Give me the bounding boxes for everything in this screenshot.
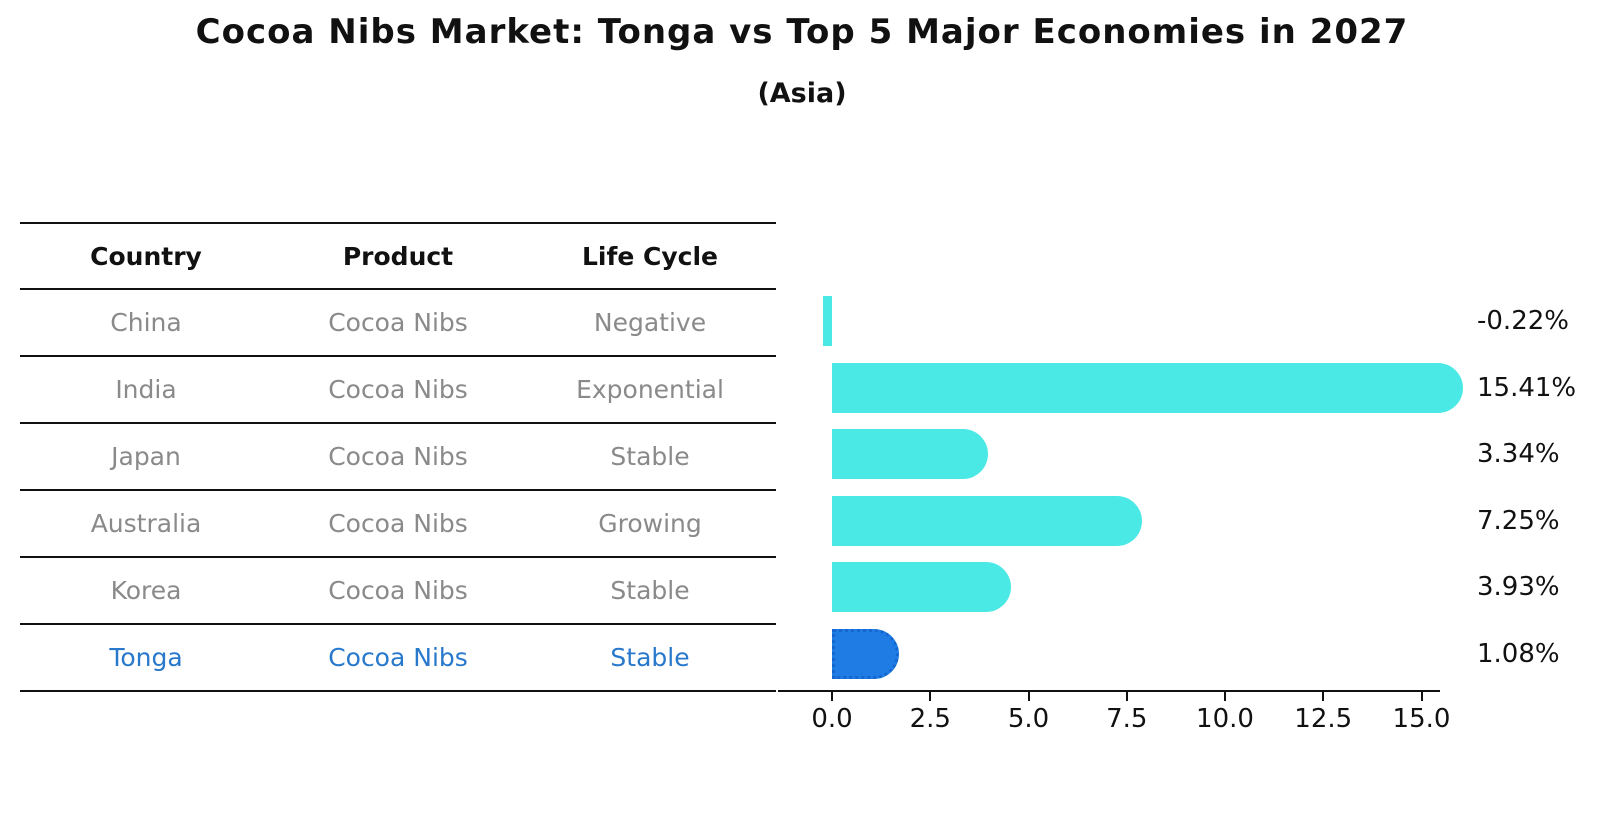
- cell-product: Cocoa Nibs: [328, 643, 468, 672]
- bar-value-label: -0.22%: [1477, 306, 1569, 336]
- x-axis-tick-label: 5.0: [1007, 704, 1050, 734]
- bar-value-label: 1.08%: [1477, 639, 1560, 669]
- cell-product: Cocoa Nibs: [328, 509, 468, 538]
- chart-title: Cocoa Nibs Market: Tonga vs Top 5 Major …: [195, 12, 1409, 52]
- cell-country: India: [115, 375, 177, 404]
- cell-country: China: [110, 308, 182, 337]
- table-row: Korea Cocoa Nibs Stable: [20, 558, 776, 625]
- x-axis-tick-label: 2.5: [909, 704, 951, 734]
- cell-life-cycle: Stable: [610, 576, 690, 605]
- bar-korea: [832, 562, 1012, 612]
- table-row: Australia Cocoa Nibs Growing: [20, 491, 776, 558]
- bar-australia: [832, 496, 1142, 546]
- table-row: Tonga Cocoa Nibs Stable: [20, 625, 776, 692]
- table-row: India Cocoa Nibs Exponential: [20, 357, 776, 424]
- country-table: Country Product Life Cycle China Cocoa Nibs N…: [20, 222, 776, 692]
- cell-product: Cocoa Nibs: [328, 442, 468, 471]
- x-axis-tick: [929, 692, 932, 701]
- bar-value-label: 3.34%: [1477, 439, 1560, 469]
- table-header-row: Country Product Life Cycle: [20, 224, 776, 290]
- cell-country: Japan: [111, 442, 181, 471]
- cell-life-cycle: Exponential: [576, 375, 724, 404]
- x-axis-tick-label: 10.0: [1196, 704, 1254, 734]
- cell-life-cycle: Negative: [593, 308, 707, 337]
- x-axis-tick-label: 12.5: [1294, 704, 1353, 734]
- cell-life-cycle: Stable: [610, 442, 690, 471]
- column-header-product: Product: [342, 241, 454, 271]
- cell-country: Tonga: [109, 643, 183, 672]
- x-axis-tick: [831, 692, 833, 701]
- x-axis-tick: [1224, 692, 1226, 701]
- x-axis-tick: [1420, 692, 1423, 701]
- cell-product: Cocoa Nibs: [328, 375, 468, 404]
- x-axis-tick-label: 7.5: [1106, 704, 1148, 734]
- chart-subtitle: (Asia): [757, 78, 847, 109]
- x-axis-tick: [1125, 692, 1128, 701]
- bar-value-label: 15.41%: [1477, 373, 1577, 403]
- x-axis-tick-label: 0.0: [811, 704, 853, 734]
- cell-product: Cocoa Nibs: [328, 576, 468, 605]
- bar-value-label: 3.93%: [1477, 572, 1560, 602]
- x-axis-line: [778, 690, 1440, 692]
- bar-value-label: 7.25%: [1477, 506, 1560, 536]
- column-header-country: Country: [90, 241, 202, 271]
- cell-life-cycle: Stable: [610, 643, 690, 672]
- table-row: China Cocoa Nibs Negative: [20, 290, 776, 357]
- cell-country: Australia: [90, 509, 202, 538]
- bar-japan: [832, 429, 989, 479]
- cell-product: Cocoa Nibs: [328, 308, 468, 337]
- cell-country: Korea: [110, 576, 182, 605]
- cell-life-cycle: Growing: [598, 509, 702, 538]
- column-header-life-cycle: Life Cycle: [581, 241, 719, 271]
- bar-plot: 0.0 2.5 5.0 7.5 10.0 12.5 15.0: [778, 285, 1463, 734]
- table-row: Japan Cocoa Nibs Stable: [20, 424, 776, 491]
- x-axis-tick: [1322, 692, 1325, 701]
- x-axis-tick: [1027, 692, 1030, 701]
- bar-india: [832, 363, 1463, 413]
- bar-china: [823, 296, 832, 346]
- x-axis-tick-label: 15.0: [1392, 704, 1451, 734]
- bar-tonga: [832, 629, 900, 679]
